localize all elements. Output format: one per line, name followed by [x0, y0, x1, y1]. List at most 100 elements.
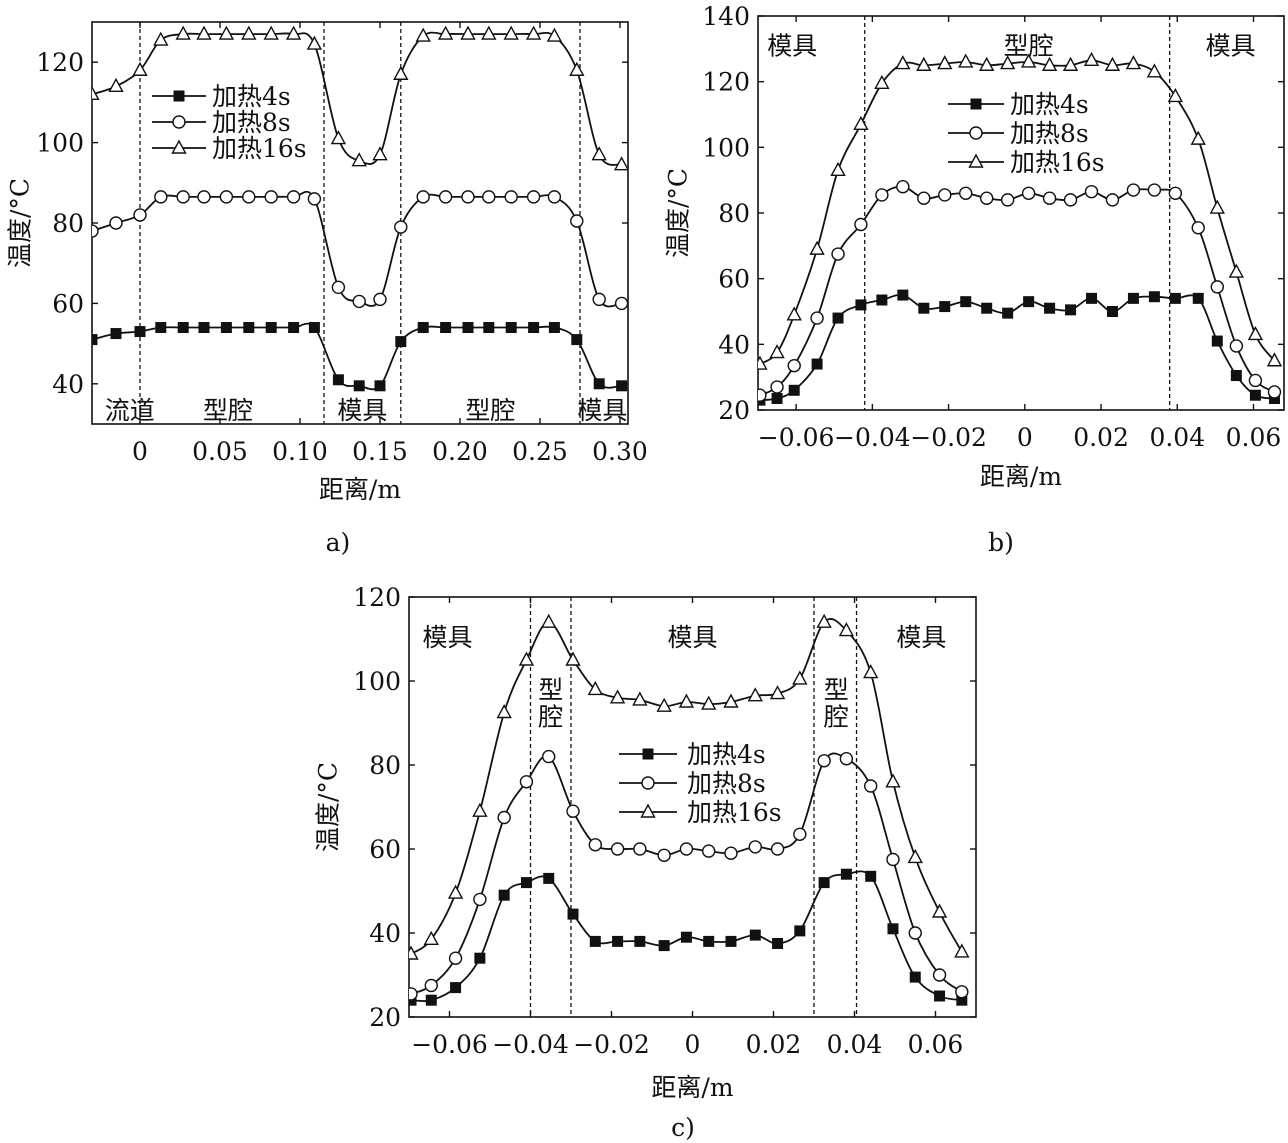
legend-entry: 加热8s — [212, 108, 291, 137]
region-label: 型腔 — [465, 396, 515, 425]
data-point — [518, 651, 535, 666]
data-point — [723, 693, 739, 708]
region-label: 模具 — [896, 623, 946, 652]
data-point — [132, 61, 148, 76]
data-point — [133, 208, 147, 222]
data-point — [772, 938, 784, 949]
data-point — [613, 156, 628, 171]
data-point — [958, 53, 974, 68]
data-point — [610, 842, 625, 856]
y-tick-label: 20 — [718, 396, 750, 425]
x-tick-label: 0 — [685, 1030, 701, 1059]
data-point — [482, 190, 496, 204]
data-point — [679, 842, 694, 856]
data-point — [108, 77, 124, 93]
y-tick-label: 60 — [369, 835, 401, 864]
data-point — [395, 336, 407, 348]
series-2 — [758, 180, 1282, 402]
x-tick-label: 0 — [1017, 423, 1033, 452]
x-tick-label: −0.04 — [834, 423, 911, 452]
region-label: 型腔 — [203, 396, 253, 425]
series-line — [92, 31, 622, 166]
series-line — [759, 293, 1275, 401]
data-point — [614, 296, 628, 311]
legend-entry: 加热8s — [687, 769, 766, 798]
data-point — [415, 27, 431, 42]
data-point — [1230, 370, 1242, 382]
series-3 — [409, 613, 970, 960]
data-point — [566, 804, 580, 818]
data-point — [520, 877, 532, 889]
data-point — [481, 25, 497, 40]
data-point — [839, 752, 854, 766]
data-point — [875, 188, 889, 202]
data-point — [567, 908, 579, 920]
data-point — [1002, 307, 1014, 319]
data-point — [498, 889, 510, 901]
legend-entry: 加热16s — [212, 134, 307, 163]
data-point — [547, 190, 562, 204]
data-point — [565, 651, 581, 666]
data-point — [307, 192, 322, 206]
y-tick-label: 40 — [52, 370, 84, 399]
data-point — [1211, 335, 1223, 347]
data-point — [1147, 183, 1162, 197]
data-point — [571, 334, 583, 346]
data-point — [1106, 306, 1118, 317]
series-line — [92, 190, 622, 308]
data-point — [461, 190, 475, 204]
data-point — [1105, 193, 1120, 207]
data-point — [771, 393, 783, 405]
data-point — [609, 689, 626, 704]
y-tick-label: 80 — [718, 199, 750, 228]
x-tick-label: −0.04 — [492, 1030, 569, 1059]
y-tick-label: 140 — [702, 2, 750, 31]
data-point — [897, 289, 909, 301]
data-point — [332, 374, 344, 386]
x-axis-label: 距离/m — [319, 475, 401, 504]
data-point — [330, 130, 347, 145]
data-point — [1148, 291, 1160, 303]
data-point — [175, 25, 191, 40]
x-tick-label: 0.05 — [192, 437, 248, 466]
x-tick-label: −0.06 — [758, 423, 835, 452]
data-point — [934, 990, 946, 1002]
y-tick-label: 80 — [369, 751, 401, 780]
x-tick-label: −0.02 — [910, 423, 987, 452]
data-point — [437, 25, 454, 40]
data-point — [810, 311, 824, 325]
data-point — [1065, 304, 1077, 316]
x-tick-label: 0.02 — [1073, 423, 1129, 452]
y-tick-label: 80 — [52, 209, 84, 238]
x-tick-label: 0.15 — [352, 437, 408, 466]
data-point — [472, 802, 488, 817]
data-point — [546, 27, 563, 42]
data-point — [981, 302, 993, 314]
x-tick-label: 0 — [132, 437, 148, 466]
data-point — [918, 302, 930, 314]
data-point — [519, 775, 534, 789]
data-point — [830, 161, 846, 177]
data-point — [483, 322, 495, 334]
data-point — [264, 190, 278, 204]
data-point — [589, 935, 601, 947]
data-point — [724, 846, 738, 860]
data-point — [177, 322, 189, 334]
data-point — [896, 180, 910, 194]
data-point — [503, 25, 519, 40]
data-point — [92, 334, 98, 346]
data-point — [864, 779, 878, 793]
data-point — [1041, 56, 1058, 71]
data-point — [425, 994, 437, 1006]
x-tick-label: 0.06 — [908, 1030, 964, 1059]
data-point — [409, 987, 418, 1001]
data-point — [1209, 199, 1225, 214]
chart-panel-a: 0 0.05 0.10 0.15 0.20 0.25 0.30 40 60 80 100 120 距离/… — [6, 21, 648, 557]
region-label: 模具 — [577, 396, 627, 425]
data-point — [352, 294, 366, 309]
y-tick-label: 40 — [369, 919, 401, 948]
data-point — [353, 380, 365, 392]
legend-entry: 加热4s — [1010, 90, 1089, 119]
x-tick-label: 0.25 — [512, 437, 568, 466]
